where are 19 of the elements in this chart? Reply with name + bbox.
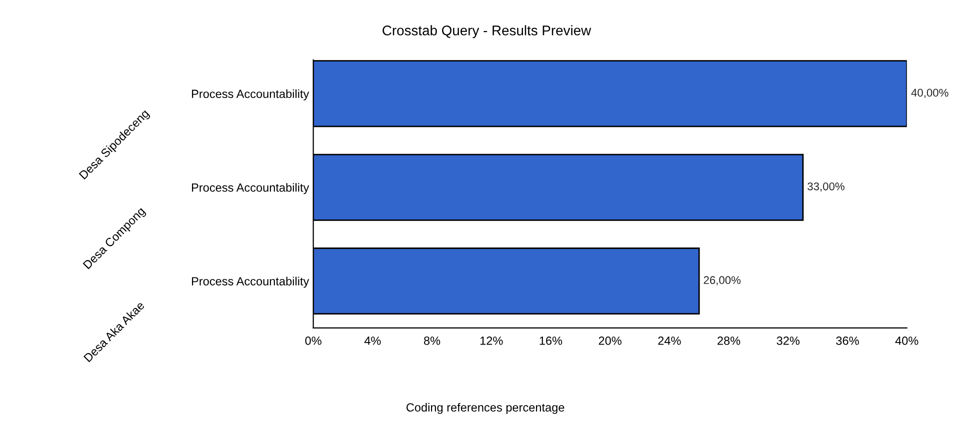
chart-title: Crosstab Query - Results Preview xyxy=(382,25,592,38)
y-tick-label: Process Accountability xyxy=(192,276,310,288)
x-tick-label: 8% xyxy=(424,336,440,345)
x-tick-label: 16% xyxy=(540,336,562,345)
x-tick-label: 32% xyxy=(776,336,800,345)
x-tick-label: 24% xyxy=(658,336,681,345)
x-tick-label: 0% xyxy=(305,336,322,345)
x-tick-label: 36% xyxy=(836,336,859,345)
data-label: 40,00% xyxy=(911,88,948,98)
x-tick-label: 12% xyxy=(480,336,503,345)
x-tick-label: 40% xyxy=(895,336,918,345)
x-tick-label: 4% xyxy=(364,336,381,345)
x-tick-label: 28% xyxy=(718,336,740,345)
y-tick-label: Process Accountability xyxy=(192,183,310,194)
data-label: 26,00% xyxy=(704,276,741,286)
y-tick-label: Process Accountability xyxy=(192,89,310,100)
x-tick-label: 20% xyxy=(598,336,622,345)
data-label: 33,00% xyxy=(808,182,844,192)
x-axis-title: Coding references percentage xyxy=(406,402,564,414)
